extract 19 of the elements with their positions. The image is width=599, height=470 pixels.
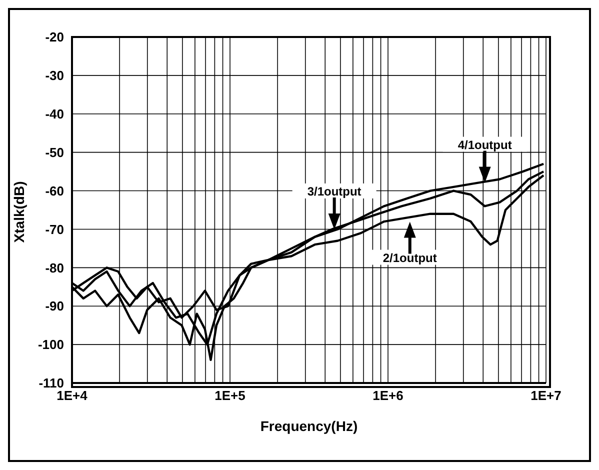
y-axis-title: Xtalk(dB): [11, 181, 27, 243]
y-tick-label: -80: [45, 260, 64, 276]
x-axis-title: Frequency(Hz): [260, 418, 358, 434]
y-tick-label: -110: [38, 376, 64, 391]
x-tick-label: 1E+4: [56, 388, 88, 404]
y-tick-label: -30: [45, 68, 64, 84]
y-tick-label: -100: [38, 337, 64, 352]
annotation: 4/1output: [458, 138, 512, 152]
y-tick-label: -20: [45, 30, 64, 45]
x-tick-label: 1E+7: [530, 388, 562, 404]
annotation: 2/1output: [382, 250, 437, 265]
annotation: 3/1output: [307, 184, 362, 198]
x-tick-label: 1E+6: [372, 388, 404, 404]
y-tick-label: -50: [45, 144, 64, 160]
y-tick-label: -40: [45, 106, 64, 122]
y-tick-label: -70: [45, 222, 64, 237]
y-tick-label: -60: [45, 183, 64, 198]
x-tick-label: 1E+5: [214, 388, 246, 404]
y-tick-label: -90: [45, 298, 64, 314]
